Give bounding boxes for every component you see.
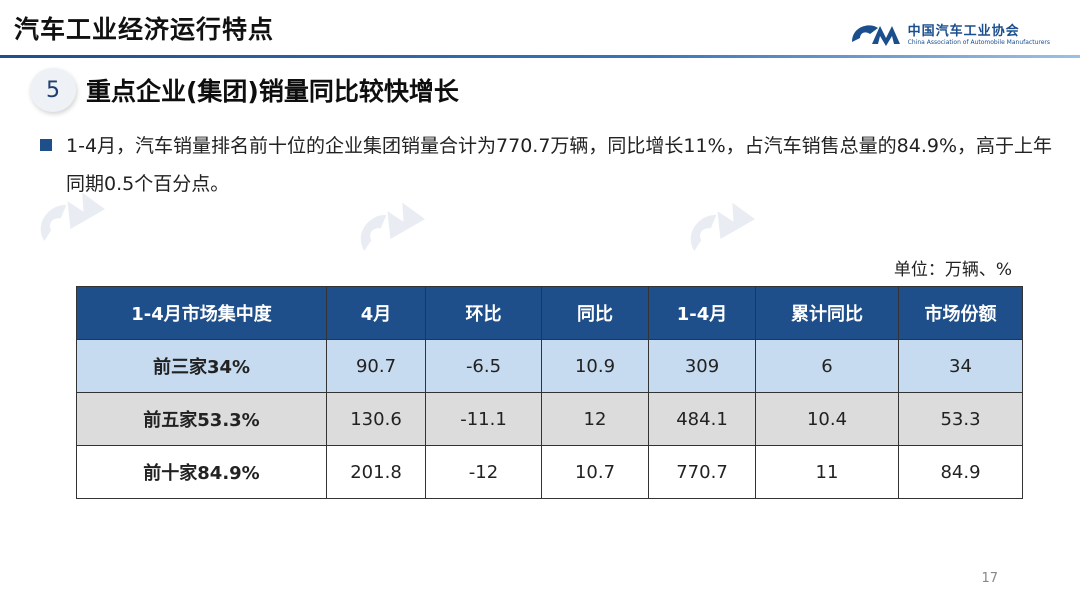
section-title: 重点企业(集团)销量同比较快增长 xyxy=(86,77,459,106)
column-header: 1-4月 xyxy=(648,286,756,340)
page-number: 17 xyxy=(981,571,998,586)
table-cell: -11.1 xyxy=(425,392,542,446)
bullet-square-icon xyxy=(40,139,52,151)
table-row: 前三家34% 90.7 -6.5 10.9 309 6 34 xyxy=(76,339,1023,393)
logo-name-cn: 中国汽车工业协会 xyxy=(907,24,1020,39)
table-cell: 90.7 xyxy=(326,339,426,393)
column-header: 4月 xyxy=(326,286,426,340)
table-cell: -6.5 xyxy=(425,339,542,393)
table-cell: 484.1 xyxy=(648,392,756,446)
table-cell: 53.3 xyxy=(898,392,1023,446)
table-cell: 10.7 xyxy=(541,445,649,499)
page-title: 汽车工业经济运行特点 xyxy=(14,15,275,44)
logo-name-en: China Association of Automobile Manufact… xyxy=(907,39,1050,46)
table-cell: 12 xyxy=(541,392,649,446)
column-header: 同比 xyxy=(541,286,649,340)
table-cell: 130.6 xyxy=(326,392,426,446)
table-cell: 309 xyxy=(648,339,756,393)
table-row: 前十家84.9% 201.8 -12 10.7 770.7 11 84.9 xyxy=(76,445,1023,499)
table-header-row: 1-4月市场集中度 4月 环比 同比 1-4月 累计同比 市场份额 xyxy=(76,286,1023,340)
column-header: 环比 xyxy=(425,286,542,340)
unit-label: 单位：万辆、% xyxy=(893,260,1012,280)
table-cell: 34 xyxy=(898,339,1023,393)
table-cell: 770.7 xyxy=(648,445,756,499)
concentration-table: 1-4月市场集中度 4月 环比 同比 1-4月 累计同比 市场份额 前三家34%… xyxy=(76,286,1023,499)
table-cell: -12 xyxy=(425,445,542,499)
table-cell: 201.8 xyxy=(326,445,426,499)
table-cell: 10.4 xyxy=(755,392,899,446)
table-cell: 6 xyxy=(755,339,899,393)
table-cell: 前三家34% xyxy=(76,339,327,393)
table-cell: 前五家53.3% xyxy=(76,392,327,446)
caam-logo-icon xyxy=(851,25,900,46)
table-cell: 10.9 xyxy=(541,339,649,393)
column-header: 1-4月市场集中度 xyxy=(76,286,327,340)
table-cell: 84.9 xyxy=(898,445,1023,499)
section-number-badge: 5 xyxy=(30,68,76,112)
table-row: 前五家53.3% 130.6 -11.1 12 484.1 10.4 53.3 xyxy=(76,392,1023,446)
header-divider xyxy=(0,55,1080,58)
table-cell: 前十家84.9% xyxy=(76,445,327,499)
column-header: 市场份额 xyxy=(898,286,1023,340)
column-header: 累计同比 xyxy=(755,286,899,340)
table-cell: 11 xyxy=(755,445,899,499)
bullet-text: 1-4月，汽车销量排名前十位的企业集团销量合计为770.7万辆，同比增长11%，… xyxy=(66,135,1053,195)
logo: 中国汽车工业协会 China Association of Automobile… xyxy=(848,18,1050,48)
